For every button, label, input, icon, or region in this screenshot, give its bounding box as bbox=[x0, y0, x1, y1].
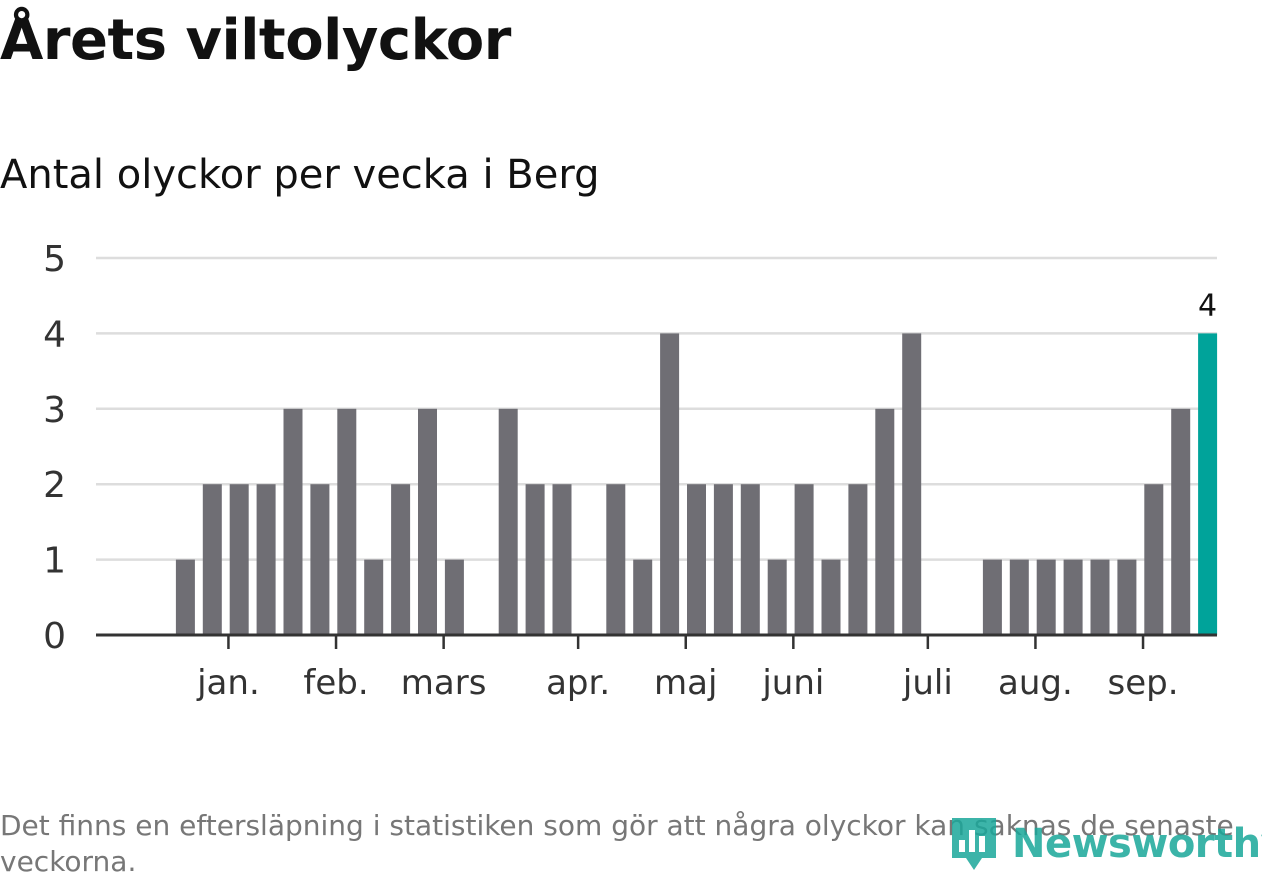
newsworthy-logo-text: Newsworthy bbox=[1012, 821, 1262, 867]
bar bbox=[687, 484, 706, 635]
x-tick-label: feb. bbox=[303, 663, 368, 703]
bar bbox=[660, 333, 680, 635]
bar bbox=[283, 408, 303, 635]
bar bbox=[1090, 559, 1110, 635]
bar bbox=[875, 408, 895, 635]
y-axis-ticks: 0 1 2 3 4 5 bbox=[43, 239, 66, 657]
bar bbox=[1036, 559, 1056, 635]
bar bbox=[310, 484, 330, 635]
bar bbox=[606, 484, 626, 635]
x-tick-label: sep. bbox=[1108, 663, 1179, 703]
bar bbox=[982, 559, 1002, 635]
bar bbox=[364, 559, 384, 635]
bar bbox=[418, 408, 437, 635]
x-tick-label: apr. bbox=[546, 663, 610, 703]
footnote: Det finns en eftersläpning i statistiken… bbox=[0, 809, 1234, 878]
gridlines bbox=[96, 256, 1217, 561]
x-tick-label: aug. bbox=[998, 663, 1073, 703]
bar bbox=[848, 484, 868, 635]
x-tick-label: mars bbox=[401, 663, 487, 703]
bar bbox=[444, 559, 464, 635]
bar bbox=[821, 559, 841, 635]
bar bbox=[633, 559, 653, 635]
y-tick-label: 0 bbox=[43, 616, 66, 657]
bar bbox=[256, 484, 276, 635]
bar bbox=[175, 559, 195, 635]
bar bbox=[767, 559, 787, 635]
bar bbox=[229, 484, 249, 635]
highlight-data-label: 4 bbox=[1198, 288, 1217, 323]
bars bbox=[175, 333, 1218, 635]
y-tick-label: 1 bbox=[43, 541, 66, 582]
bar bbox=[1117, 559, 1137, 635]
y-tick-label: 2 bbox=[43, 465, 66, 506]
bar bbox=[1144, 484, 1164, 635]
bar bbox=[902, 333, 922, 635]
bar bbox=[1009, 559, 1029, 635]
bar bbox=[202, 484, 222, 635]
x-tick-label: maj bbox=[654, 663, 717, 703]
chart-subtitle: Antal olyckor per vecka i Berg bbox=[0, 152, 600, 198]
bar bbox=[713, 484, 733, 635]
x-tick-label: jan. bbox=[196, 663, 260, 703]
newsworthy-logo: Newsworthy bbox=[948, 812, 1262, 876]
x-tick-label: juni bbox=[761, 663, 824, 703]
y-tick-label: 3 bbox=[43, 390, 66, 431]
bar bbox=[525, 484, 545, 635]
bar bbox=[1171, 408, 1191, 635]
chart-title: Årets viltolyckor bbox=[0, 8, 511, 73]
x-axis: jan. feb. mars apr. maj juni juli aug. sep. bbox=[96, 633, 1217, 703]
bar bbox=[337, 408, 357, 635]
bar bbox=[552, 484, 572, 635]
x-tick-label: juli bbox=[902, 663, 953, 703]
bar bbox=[740, 484, 760, 635]
newsworthy-logo-icon bbox=[952, 818, 996, 870]
bar bbox=[794, 484, 814, 635]
data-labels: 4 bbox=[1198, 288, 1217, 323]
bar-highlight bbox=[1198, 333, 1218, 635]
bar bbox=[391, 484, 411, 635]
y-tick-label: 5 bbox=[43, 239, 66, 280]
bar bbox=[498, 408, 518, 635]
y-tick-label: 4 bbox=[43, 314, 66, 355]
bar bbox=[1063, 559, 1083, 635]
